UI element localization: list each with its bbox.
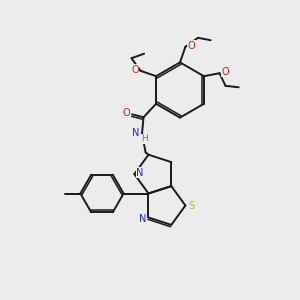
Text: H: H bbox=[142, 134, 148, 143]
Text: N: N bbox=[136, 168, 143, 178]
Text: O: O bbox=[123, 108, 130, 118]
Text: S: S bbox=[188, 201, 194, 212]
Text: O: O bbox=[222, 67, 229, 77]
Text: O: O bbox=[188, 40, 195, 51]
Text: O: O bbox=[131, 64, 139, 75]
Text: N: N bbox=[132, 128, 139, 138]
Text: N: N bbox=[139, 214, 146, 224]
